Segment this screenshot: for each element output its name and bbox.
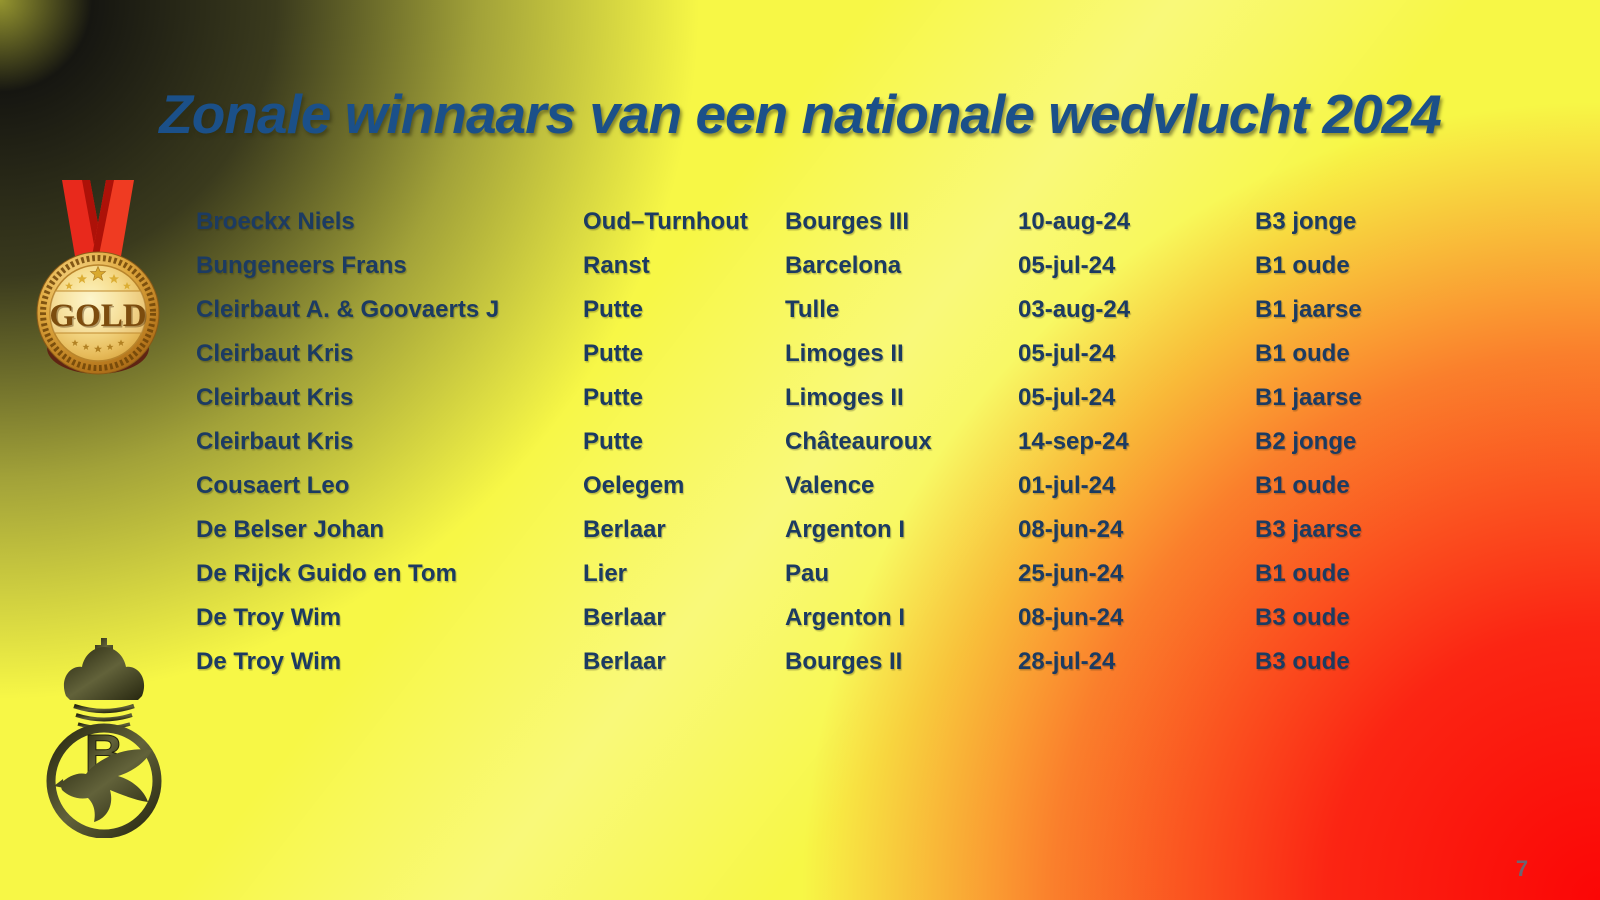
table-cell: Argenton I <box>785 516 905 543</box>
table-row: Cleirbaut Kris Putte Limoges II 05-jul-24 B1… <box>196 376 1456 420</box>
table-cell: Pau <box>785 560 830 587</box>
table-row: Cousaert Leo Oelegem Valence 01-jul-24 B1 ou… <box>196 464 1456 508</box>
table-cell: B1 jaarse <box>1255 296 1362 323</box>
table-cell: Barcelona <box>785 252 902 279</box>
table-cell: Cleirbaut Kris <box>196 384 354 411</box>
table-cell: 05-jul-24 <box>1018 384 1116 411</box>
table-cell: B1 jaarse <box>1255 384 1362 411</box>
table-cell: Cleirbaut Kris <box>196 428 354 455</box>
table-cell: Limoges II <box>785 340 904 367</box>
table-cell: Broeckx Niels <box>196 208 355 235</box>
table-row: Cleirbaut Kris Putte Châteauroux 14-sep-24 B… <box>196 420 1456 464</box>
table-cell: Berlaar <box>583 648 666 675</box>
table-cell: Putte <box>583 428 643 455</box>
table-cell: Cousaert Leo <box>196 472 350 499</box>
table-cell: Cleirbaut A. & Goovaerts J <box>196 296 500 323</box>
table-cell: Valence <box>785 472 875 499</box>
table-cell: B3 oude <box>1255 604 1350 631</box>
crown-icon <box>63 647 145 700</box>
table-cell: Berlaar <box>583 604 666 631</box>
table-cell: Berlaar <box>583 516 666 543</box>
table-cell: 01-jul-24 <box>1018 472 1116 499</box>
table-cell: Oud–Turnhout <box>583 208 748 235</box>
winners-table: Broeckx Niels Oud–Turnhout Bourges III 10-a… <box>196 200 1456 684</box>
table-row: Cleirbaut Kris Putte Limoges II 05-jul-24 B1… <box>196 332 1456 376</box>
table-cell: B3 jaarse <box>1255 516 1362 543</box>
table-cell: B1 oude <box>1255 472 1350 499</box>
table-cell: B3 jonge <box>1255 208 1357 235</box>
table-cell: Bourges II <box>785 648 903 675</box>
table-cell: De Troy Wim <box>196 604 342 631</box>
table-cell: 14-sep-24 <box>1018 428 1129 455</box>
table-cell: 08-jun-24 <box>1018 516 1124 543</box>
table-cell: 05-jul-24 <box>1018 340 1116 367</box>
dove-icon <box>54 749 152 822</box>
table-cell: 05-jul-24 <box>1018 252 1116 279</box>
table-cell: 03-aug-24 <box>1018 296 1131 323</box>
table-row: Broeckx Niels Oud–Turnhout Bourges III 10-a… <box>196 200 1456 244</box>
medal-label: GOLD <box>49 298 146 334</box>
svg-text:GOLD: GOLD <box>51 300 148 336</box>
table-cell: Oelegem <box>583 472 685 499</box>
table-cell: Bungeneers Frans <box>196 252 407 279</box>
table-cell: Putte <box>583 340 643 367</box>
table-row: Cleirbaut A. & Goovaerts J Putte Tulle 03-a… <box>196 288 1456 332</box>
table-row: De Troy Wim Berlaar Bourges II 28-jul-24 B3 … <box>196 640 1456 684</box>
table-cell: B1 oude <box>1255 340 1350 367</box>
logo-ring <box>46 723 162 838</box>
table-cell: Putte <box>583 384 643 411</box>
slide-title: Zonale winnaars van een nationale wedvlu… <box>159 83 1442 145</box>
pigeon-federation-logo: B <box>46 638 162 838</box>
table-cell: B1 oude <box>1255 252 1350 279</box>
table-cell: Cleirbaut Kris <box>196 340 354 367</box>
table-row: Bungeneers Frans Ranst Barcelona 05-jul-24 B… <box>196 244 1456 288</box>
table-cell: Argenton I <box>785 604 905 631</box>
table-cell: Bourges III <box>785 208 910 235</box>
table-row: De Belser Johan Berlaar Argenton I 08-jun-2… <box>196 508 1456 552</box>
table-cell: Lier <box>583 560 628 587</box>
table-cell: 25-jun-24 <box>1018 560 1124 587</box>
table-cell: B2 jonge <box>1255 428 1357 455</box>
table-cell: B1 oude <box>1255 560 1350 587</box>
table-row: De Troy Wim Berlaar Argenton I 08-jun-24 B3 … <box>196 596 1456 640</box>
table-row: De Rijck Guido en Tom Lier Pau 25-jun-24 B1 … <box>196 552 1456 596</box>
table-cell: De Rijck Guido en Tom <box>196 560 457 587</box>
table-cell: 28-jul-24 <box>1018 648 1116 675</box>
table-cell: 08-jun-24 <box>1018 604 1124 631</box>
table-cell: B3 oude <box>1255 648 1350 675</box>
table-cell: Châteauroux <box>785 428 932 455</box>
table-cell: De Troy Wim <box>196 648 342 675</box>
page-number: 7 <box>1515 856 1529 881</box>
table-cell: 10-aug-24 <box>1018 208 1131 235</box>
table-cell: Ranst <box>583 252 650 279</box>
table-cell: Putte <box>583 296 643 323</box>
table-cell: Tulle <box>785 296 840 323</box>
table-cell: De Belser Johan <box>196 516 385 543</box>
gold-medal-icon: GOLD GOLD <box>36 180 160 375</box>
table-cell: Limoges II <box>785 384 904 411</box>
